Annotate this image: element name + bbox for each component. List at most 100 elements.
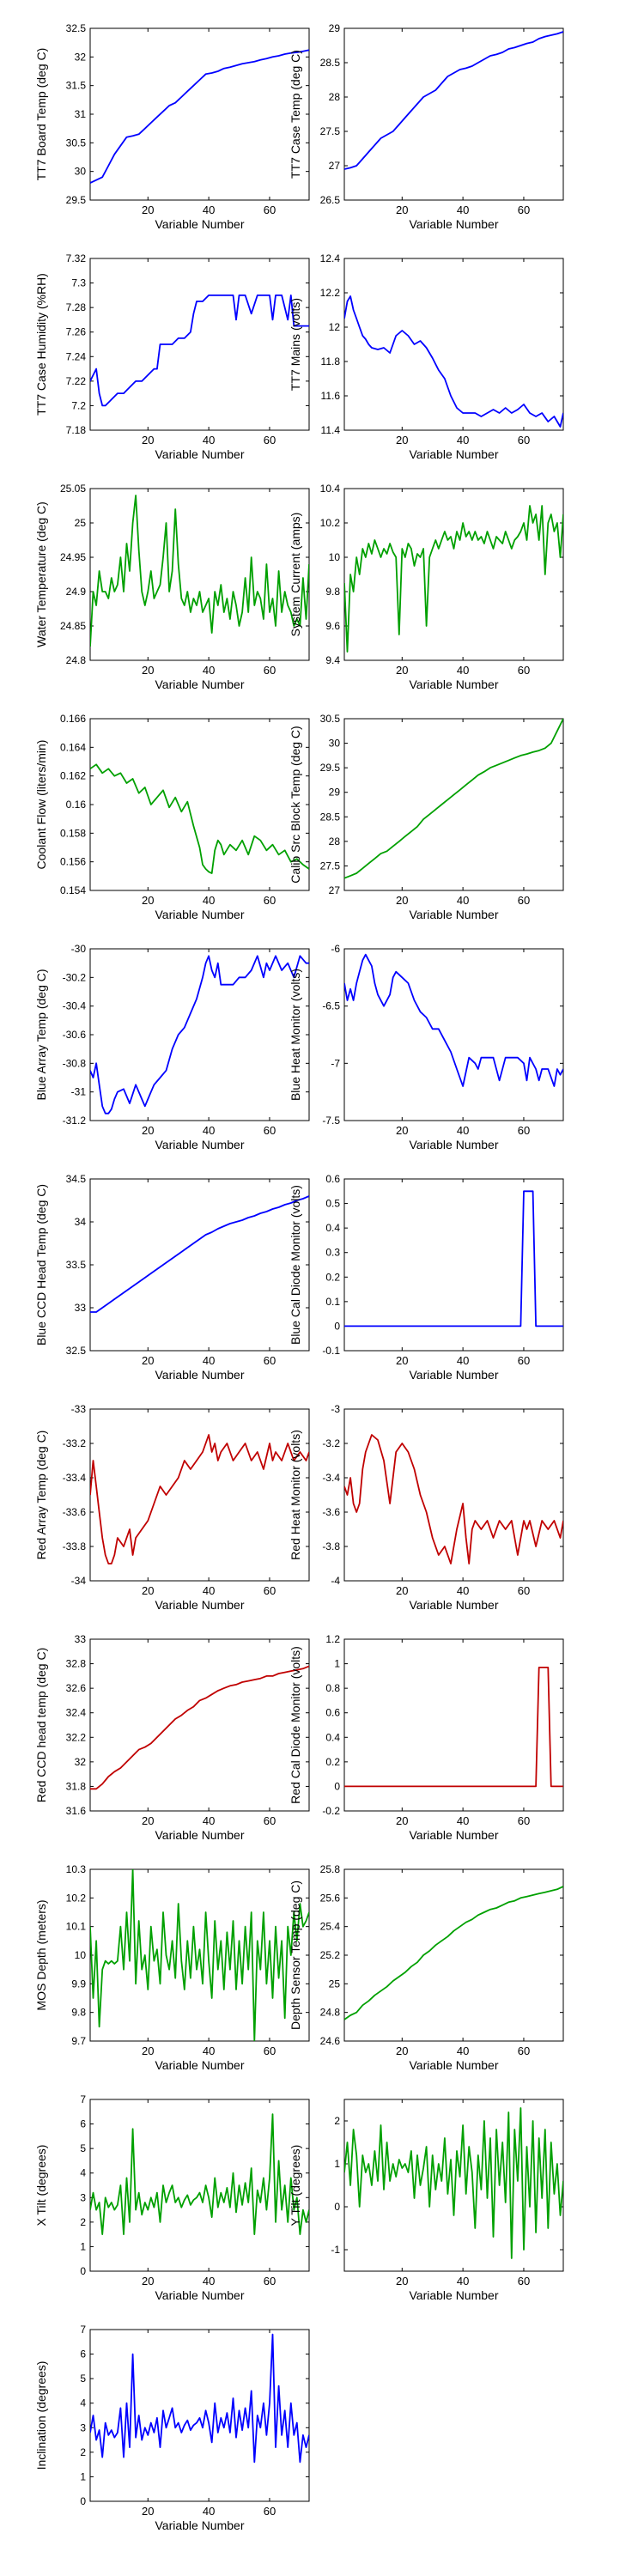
y-tick-label: 32: [75, 1756, 87, 1768]
plot-frame: [89, 948, 310, 1121]
y-tick-label: -4: [331, 1575, 340, 1587]
x-axis-label: Variable Number: [409, 677, 498, 691]
y-tick-label: 29.5: [66, 194, 87, 206]
chart-21: 20 40 60 0 1 2 3 4 5 6 7 Variable Number Inclination…: [34, 2324, 310, 2532]
plot-frame: [343, 27, 564, 201]
y-tick-label: 29.5: [320, 762, 341, 774]
y-tick-label: 32.8: [66, 1658, 87, 1670]
y-tick-label: 24.8: [320, 2007, 341, 2019]
y-tick-label: 0.4: [325, 1731, 340, 1743]
y-axis-label: TT7 Board Temp (deg C): [34, 48, 48, 181]
series-line: [344, 1434, 563, 1564]
y-tick-label: 0.6: [325, 1707, 340, 1719]
chart-12: 20 40 60 -0.1 0 0.1 0.2 0.3 0.4 0.5 0.6 Variable Nu…: [289, 1173, 564, 1382]
series-line: [344, 1886, 563, 2020]
y-tick-label: 0.162: [60, 770, 86, 782]
y-tick-label: 0.5: [325, 1198, 340, 1210]
x-tick-label: 40: [203, 2044, 215, 2057]
y-tick-label: -7.5: [322, 1115, 340, 1127]
y-tick-label: 9.7: [71, 2035, 86, 2047]
series-line: [90, 2113, 309, 2236]
x-axis-label: Variable Number: [155, 2058, 244, 2072]
x-tick-label: 20: [142, 664, 154, 677]
x-tick-label: 20: [396, 1124, 408, 1137]
x-tick-label: 40: [203, 1354, 215, 1367]
x-tick-label: 60: [518, 894, 530, 907]
y-tick-label: 28.5: [320, 57, 341, 69]
y-axis-label: Calib Src Block Temp (deg C): [289, 726, 302, 883]
y-axis-label: Inclination (degrees): [34, 2361, 48, 2470]
y-tick-label: 7: [80, 2093, 86, 2105]
y-tick-label: 25: [329, 1978, 341, 1990]
x-axis-label: Variable Number: [409, 1138, 498, 1151]
y-tick-label: -1: [331, 2244, 340, 2256]
y-tick-label: 0: [80, 2265, 86, 2277]
y-tick-label: 30: [75, 166, 87, 178]
y-tick-label: 9.8: [71, 2007, 86, 2019]
series-line: [344, 719, 563, 879]
x-tick-label: 20: [142, 1124, 154, 1137]
y-tick-label: 4: [80, 2167, 86, 2179]
y-tick-label: 30.5: [320, 713, 341, 725]
y-tick-label: 10.1: [66, 1921, 87, 1933]
y-tick-label: 10.2: [66, 1892, 87, 1904]
y-tick-label: 31.6: [66, 1805, 87, 1817]
x-axis-label: Variable Number: [409, 2058, 498, 2072]
x-tick-label: 60: [518, 1354, 530, 1367]
x-axis-label: Variable Number: [155, 1598, 244, 1612]
x-axis-label: Variable Number: [155, 2518, 244, 2532]
plot-frame: [89, 1408, 310, 1582]
chart-6: 20 40 60 9.4 9.6 9.8 10 10.2 10.4 Variable Number…: [289, 483, 564, 691]
x-tick-label: 40: [457, 1584, 469, 1597]
x-tick-label: 60: [264, 1814, 276, 1827]
y-tick-label: 29: [329, 787, 341, 799]
y-tick-label: 31.5: [66, 80, 87, 92]
x-tick-label: 40: [457, 1354, 469, 1367]
series-line: [90, 1195, 309, 1313]
y-axis-label: TT7 Case Temp (deg C): [289, 50, 302, 179]
plot-frame: [343, 718, 564, 891]
y-tick-label: 10.2: [320, 517, 341, 529]
y-tick-label: 30.5: [66, 137, 87, 149]
y-tick-label: -6.5: [322, 1000, 340, 1012]
y-tick-label: 29: [329, 22, 341, 34]
x-tick-label: 20: [396, 2044, 408, 2057]
y-tick-label: 7.3: [71, 277, 86, 289]
y-tick-label: -31: [71, 1086, 87, 1098]
y-tick-label: 34: [75, 1216, 87, 1228]
plot-frame: [343, 948, 564, 1121]
chart-17: 20 40 60 9.7 9.8 9.9 10 10.1 10.2 10.3 Variable Nu…: [34, 1863, 310, 2072]
y-tick-label: -33.6: [63, 1506, 87, 1518]
y-tick-label: 9.9: [71, 1978, 86, 1990]
y-tick-label: 24.6: [320, 2035, 341, 2047]
y-axis-label: Blue Cal Diode Monitor (volts): [289, 1185, 302, 1345]
x-tick-label: 60: [264, 204, 276, 216]
x-tick-label: 60: [264, 664, 276, 677]
y-tick-label: 0: [334, 1780, 340, 1792]
x-tick-label: 20: [396, 2275, 408, 2287]
series-line: [344, 1667, 563, 1788]
x-tick-label: 20: [142, 1354, 154, 1367]
series-line: [90, 763, 309, 874]
x-tick-label: 40: [203, 1124, 215, 1137]
x-tick-label: 20: [142, 2505, 154, 2518]
y-tick-label: 34.5: [66, 1173, 87, 1185]
x-tick-label: 60: [264, 434, 276, 447]
x-tick-label: 60: [518, 2275, 530, 2287]
y-tick-label: 33.5: [66, 1259, 87, 1271]
x-tick-label: 20: [142, 894, 154, 907]
y-tick-label: 32.5: [66, 22, 87, 34]
plot-frame: [89, 1638, 310, 1812]
y-tick-label: 24.85: [60, 620, 86, 632]
y-tick-label: 7: [80, 2324, 86, 2336]
y-tick-label: 28: [329, 835, 341, 848]
y-tick-label: 11.6: [321, 390, 341, 402]
y-tick-label: 31: [75, 108, 87, 120]
chart-13: 20 40 60 -34 -33.8 -33.6 -33.4 -33.2 -33 Variable…: [34, 1403, 310, 1612]
y-tick-label: -33.8: [63, 1540, 87, 1552]
x-axis-label: Variable Number: [155, 447, 244, 461]
y-axis-label: System Current (amps): [289, 513, 302, 637]
plot-frame: [89, 2099, 310, 2272]
y-tick-label: 25.8: [320, 1863, 341, 1875]
series-line: [90, 1434, 309, 1564]
